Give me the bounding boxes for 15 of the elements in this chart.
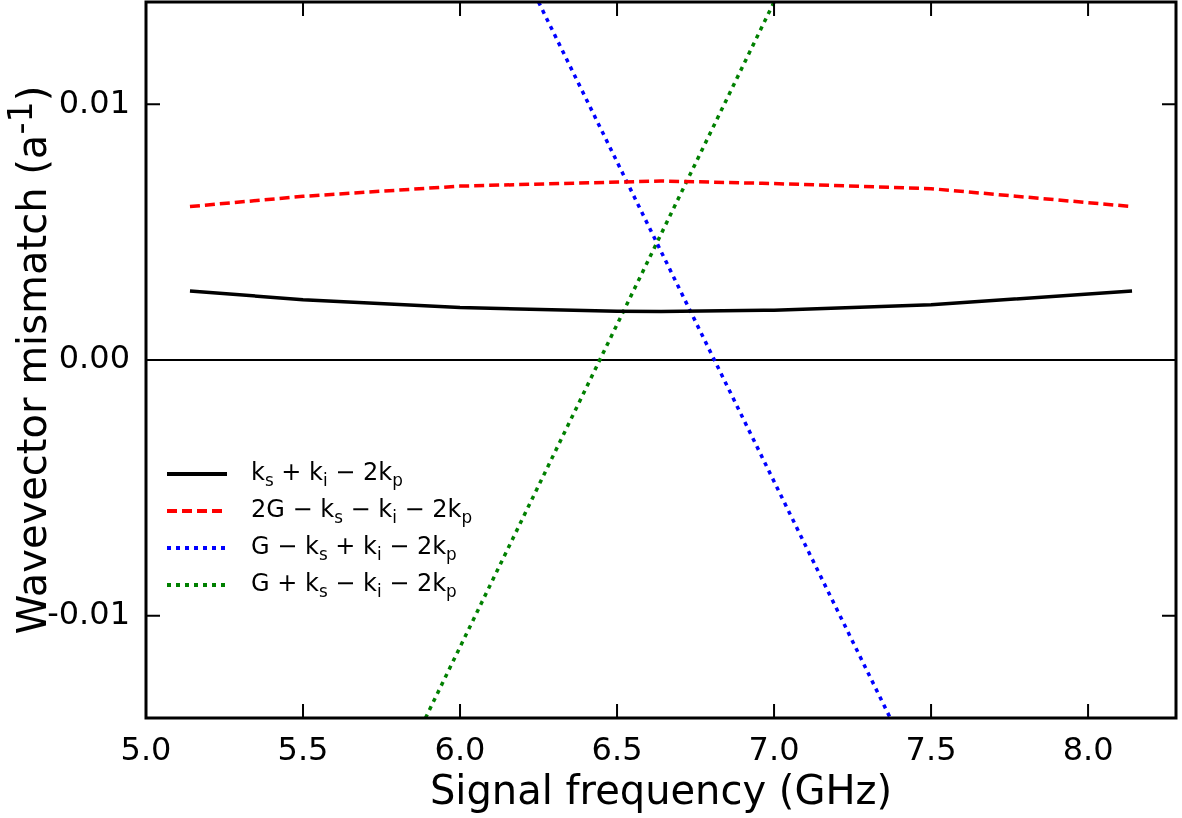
x-tick-label: 6.0 — [434, 729, 486, 768]
x-tick-label: 6.5 — [591, 729, 643, 768]
x-tick-label: 5.0 — [120, 729, 172, 768]
y-tick-label: 0.00 — [58, 338, 130, 377]
y-tick-label: -0.01 — [47, 594, 130, 633]
legend-label: G − k$_{s}$ + k$_{i}$ − 2k$_{p}$ — [251, 531, 457, 564]
x-tick-label: 8.0 — [1062, 729, 1114, 768]
x-tick-label: 7.0 — [748, 729, 800, 768]
x-tick-label: 7.5 — [905, 729, 957, 768]
legend-label: G + k$_{s}$ − k$_{i}$ − 2k$_{p}$ — [251, 568, 457, 601]
y-tick-label: 0.01 — [58, 82, 130, 121]
legend-label: k$_{s}$ + k$_{i}$ − 2k$_{p}$ — [251, 457, 403, 490]
x-axis-title: Signal frequency (GHz) — [429, 767, 893, 814]
x-tick-label: 5.5 — [277, 729, 329, 768]
legend-label: 2G − k$_{s}$ − k$_{i}$ − 2k$_{p}$ — [251, 494, 473, 527]
